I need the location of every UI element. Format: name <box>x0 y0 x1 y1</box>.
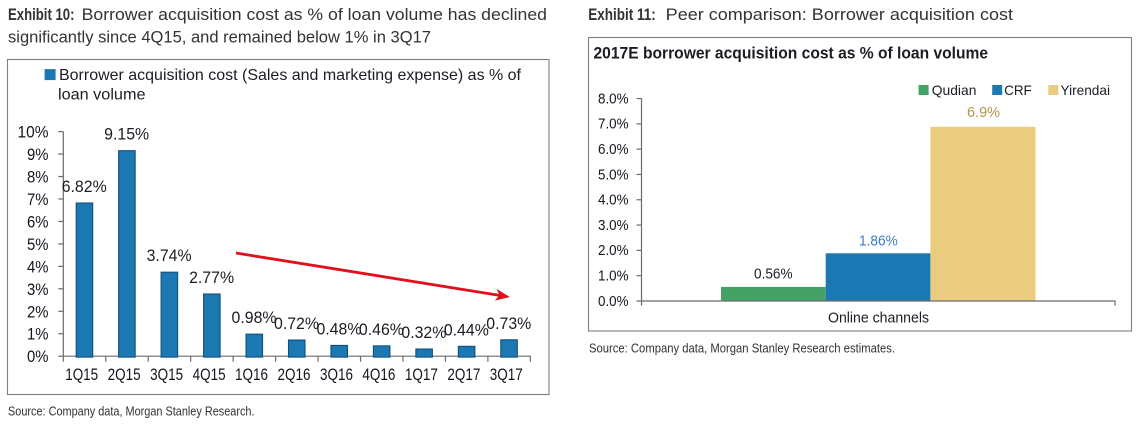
svg-text:Exhibit 11:: Exhibit 11: <box>588 6 655 24</box>
svg-text:0.73%: 0.73% <box>486 315 531 333</box>
svg-text:2Q17: 2Q17 <box>447 365 480 384</box>
svg-text:4Q16: 4Q16 <box>362 365 395 384</box>
svg-text:0%: 0% <box>27 347 49 366</box>
svg-text:3Q15: 3Q15 <box>150 365 183 384</box>
svg-text:Source: Company data, Morgan S: Source: Company data, Morgan Stanley Res… <box>589 341 895 355</box>
svg-text:1Q16: 1Q16 <box>235 365 268 384</box>
svg-text:Exhibit 10:: Exhibit 10: <box>8 6 75 24</box>
svg-text:0.44%: 0.44% <box>444 321 489 339</box>
svg-text:2.77%: 2.77% <box>189 269 234 287</box>
svg-text:7.0%: 7.0% <box>598 117 629 133</box>
svg-text:10%: 10% <box>18 123 49 142</box>
svg-text:6.9%: 6.9% <box>967 105 1000 121</box>
svg-text:1%: 1% <box>27 325 49 344</box>
svg-text:3Q17: 3Q17 <box>490 365 523 384</box>
svg-text:2017E borrower acquisition cos: 2017E borrower acquisition cost as % of … <box>594 45 989 63</box>
svg-text:5%: 5% <box>27 235 49 254</box>
svg-text:7%: 7% <box>27 190 49 209</box>
svg-text:Online channels: Online channels <box>828 311 929 327</box>
svg-text:3.0%: 3.0% <box>598 218 629 234</box>
svg-text:Qudian: Qudian <box>932 82 977 98</box>
svg-text:Borrower acquisition cost as %: Borrower acquisition cost as % of loan v… <box>82 6 547 24</box>
svg-text:Borrower acquisition cost (Sal: Borrower acquisition cost (Sales and mar… <box>59 67 522 84</box>
svg-text:2Q15: 2Q15 <box>108 365 141 384</box>
svg-text:9%: 9% <box>27 145 49 164</box>
svg-text:0.72%: 0.72% <box>274 315 319 333</box>
svg-text:3.74%: 3.74% <box>147 247 192 265</box>
svg-text:1.86%: 1.86% <box>859 234 898 250</box>
svg-text:6.82%: 6.82% <box>62 178 107 196</box>
svg-text:0.98%: 0.98% <box>232 309 277 327</box>
svg-text:3%: 3% <box>27 280 49 299</box>
svg-text:3Q16: 3Q16 <box>320 365 353 384</box>
svg-text:significantly since 4Q15, and: significantly since 4Q15, and remained b… <box>8 28 431 46</box>
svg-text:0.56%: 0.56% <box>754 266 793 282</box>
svg-text:9.15%: 9.15% <box>104 126 149 144</box>
svg-text:1.0%: 1.0% <box>598 268 629 284</box>
svg-text:2.0%: 2.0% <box>598 243 629 259</box>
svg-text:0.32%: 0.32% <box>401 324 446 342</box>
svg-text:Source: Company data, Morgan S: Source: Company data, Morgan Stanley Res… <box>8 405 254 419</box>
svg-text:4%: 4% <box>27 257 49 276</box>
svg-text:Yirendai: Yirendai <box>1061 82 1111 98</box>
svg-text:6%: 6% <box>27 212 49 231</box>
svg-text:8.0%: 8.0% <box>598 91 629 107</box>
svg-text:loan volume: loan volume <box>58 87 146 104</box>
svg-text:2Q16: 2Q16 <box>278 365 311 384</box>
svg-text:CRF: CRF <box>1004 82 1032 98</box>
svg-text:2%: 2% <box>27 302 49 321</box>
svg-text:8%: 8% <box>27 168 49 187</box>
svg-text:4.0%: 4.0% <box>598 193 629 209</box>
svg-text:0.48%: 0.48% <box>316 320 361 338</box>
svg-text:1Q17: 1Q17 <box>405 365 438 384</box>
svg-text:0.46%: 0.46% <box>359 321 404 339</box>
svg-text:0.0%: 0.0% <box>598 294 629 310</box>
svg-text:5.0%: 5.0% <box>598 167 629 183</box>
svg-text:4Q15: 4Q15 <box>193 365 226 384</box>
svg-text:6.0%: 6.0% <box>598 142 629 158</box>
svg-text:Peer comparison: Borrower acqu: Peer comparison: Borrower acquisition co… <box>666 6 1014 24</box>
svg-text:1Q15: 1Q15 <box>65 365 98 384</box>
